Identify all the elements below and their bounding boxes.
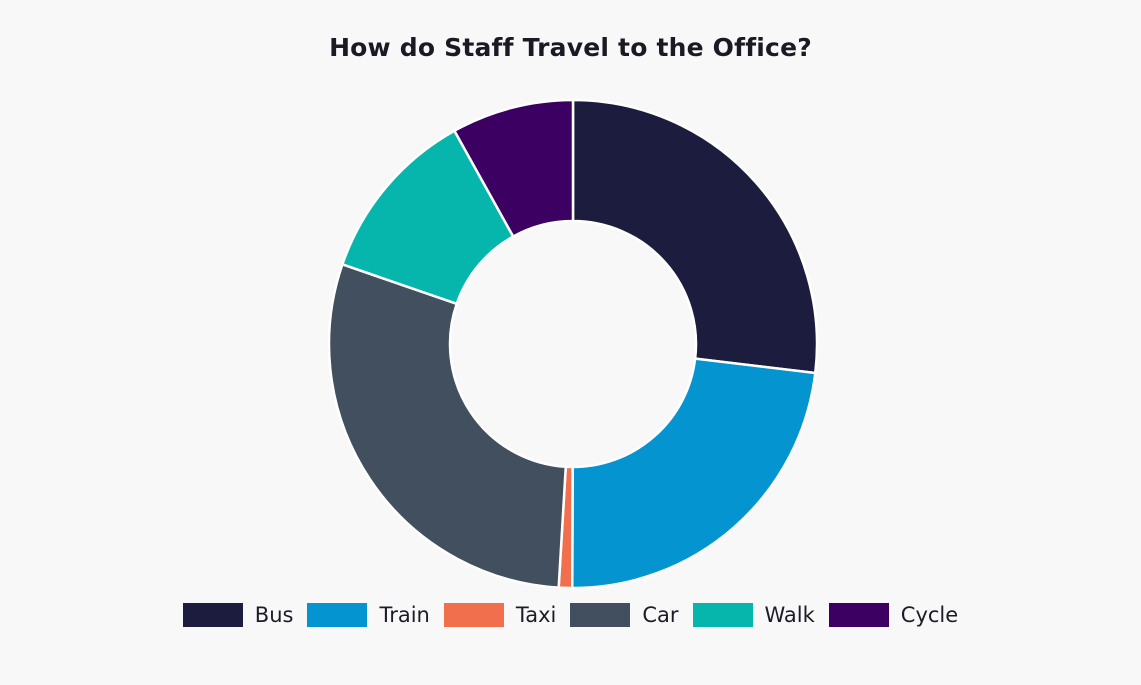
legend-label-walk: Walk	[764, 603, 815, 627]
slice-train[interactable]	[570, 357, 817, 590]
legend-swatch-taxi	[443, 603, 504, 627]
legend-item-cycle[interactable]: Cycle	[828, 603, 959, 627]
legend-item-walk[interactable]: Walk	[692, 603, 815, 627]
legend-item-train[interactable]: Train	[307, 603, 430, 627]
legend-swatch-bus	[182, 603, 243, 627]
legend-swatch-walk	[692, 603, 753, 627]
legend-item-bus[interactable]: Bus	[182, 603, 294, 627]
legend-swatch-car	[570, 603, 631, 627]
legend-label-taxi: Taxi	[515, 603, 557, 627]
legend-label-bus: Bus	[254, 603, 294, 627]
slice-car[interactable]	[327, 263, 568, 589]
legend-label-train: Train	[379, 603, 430, 627]
slice-bus[interactable]	[571, 98, 819, 375]
donut-slices	[327, 98, 819, 590]
legend-swatch-train	[307, 603, 368, 627]
legend-label-car: Car	[642, 603, 679, 627]
chart-title: How do Staff Travel to the Office?	[329, 33, 812, 62]
slice-cycle[interactable]	[453, 98, 575, 238]
chart-legend: Bus Train Taxi Car Walk Cycle	[0, 603, 1141, 627]
legend-label-cycle: Cycle	[900, 603, 959, 627]
legend-item-taxi[interactable]: Taxi	[443, 603, 557, 627]
legend-swatch-cycle	[828, 603, 889, 627]
legend-item-car[interactable]: Car	[570, 603, 679, 627]
